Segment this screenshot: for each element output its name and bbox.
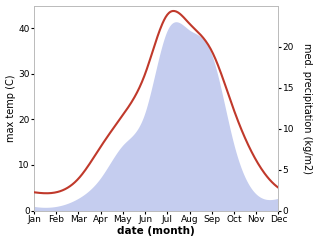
X-axis label: date (month): date (month) xyxy=(117,227,195,236)
Y-axis label: max temp (C): max temp (C) xyxy=(5,74,16,142)
Y-axis label: med. precipitation (kg/m2): med. precipitation (kg/m2) xyxy=(302,43,313,174)
